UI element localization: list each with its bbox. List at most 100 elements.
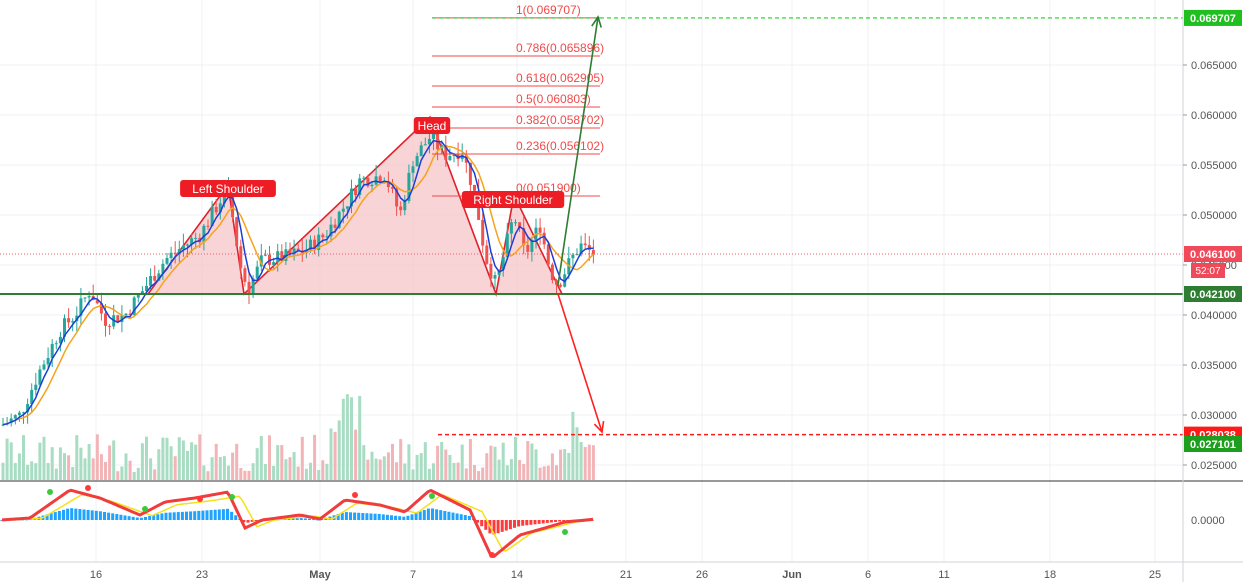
volume-bar-118: [485, 453, 489, 480]
candle-body-96: [395, 188, 399, 207]
x-tick-label-8: 6: [865, 569, 871, 581]
osc-hist-79: [324, 517, 328, 520]
volume-bar-70: [288, 457, 292, 480]
fib-label-4: 0.382(0.058702): [516, 113, 604, 127]
candle-body-118: [485, 245, 489, 264]
osc-hist-22: [90, 510, 94, 520]
volume-bar-80: [329, 428, 333, 480]
candle-body-12: [50, 343, 54, 358]
candle-body-63: [259, 255, 263, 267]
osc-hist-61: [250, 520, 254, 522]
osc-hist-14: [57, 510, 61, 520]
candle-body-8: [34, 384, 38, 390]
candle-body-115: [473, 184, 476, 191]
osc-hist-21: [86, 509, 90, 520]
volume-bar-42: [173, 456, 177, 480]
candle-body-119: [489, 263, 493, 279]
candle-body-28: [116, 315, 120, 323]
volume-bar-35: [145, 436, 148, 480]
candle-body-66: [272, 262, 276, 265]
candle-body-61: [251, 278, 255, 294]
osc-hist-112: [459, 514, 463, 520]
osc-hist-135: [554, 520, 557, 522]
osc-hist-113: [463, 515, 467, 520]
candle-body-133: [546, 244, 550, 265]
osc-hist-117: [480, 520, 484, 527]
candle-body-123: [505, 233, 509, 257]
osc-hist-13: [53, 512, 57, 520]
x-tick-label-10: 18: [1044, 569, 1056, 581]
volume-bar-77: [317, 470, 321, 480]
volume-bar-59: [243, 470, 247, 480]
candle-body-0: [1, 424, 5, 426]
volume-bar-101: [415, 454, 419, 480]
osc-hist-74: [303, 518, 307, 520]
osc-hist-107: [439, 510, 443, 520]
osc-hist-71: [291, 518, 295, 520]
volume-bar-22: [91, 458, 95, 480]
volume-bar-144: [591, 445, 595, 480]
volume-bar-25: [104, 461, 107, 480]
y-tick-label-7: 0.030000: [1191, 410, 1237, 422]
osc-hist-99: [406, 515, 410, 520]
osc-hist-20: [82, 509, 86, 520]
candle-body-50: [206, 225, 210, 227]
osc-hist-109: [447, 511, 451, 520]
volume-bar-78: [321, 460, 325, 480]
candle-body-88: [362, 177, 366, 179]
volume-bar-127: [522, 464, 526, 480]
volume-bar-104: [427, 468, 431, 480]
volume-bar-0: [1, 462, 5, 480]
candle-body-140: [575, 254, 579, 256]
candle-body-15: [63, 318, 66, 337]
candle-body-110: [452, 154, 456, 157]
candle-body-141: [579, 243, 583, 255]
volume-bar-122: [501, 442, 505, 480]
osc-hist-53: [217, 509, 221, 520]
osc-hist-60: [246, 520, 250, 523]
volume-bar-47: [194, 444, 198, 480]
candle-body-98: [403, 200, 407, 211]
osc-hist-31: [127, 516, 131, 520]
volume-bar-132: [542, 466, 546, 480]
left-shoulder-label: Left Shoulder: [192, 182, 263, 196]
osc-hist-30: [123, 515, 127, 520]
price-badge-label-volume-level: 0.027101: [1190, 439, 1236, 451]
osc-dot-7: [489, 552, 495, 558]
volume-bar-112: [460, 444, 464, 480]
arrow-up-shaft: [557, 16, 599, 286]
candle-body-132: [542, 232, 546, 245]
osc-hist-101: [414, 512, 418, 520]
candle-body-33: [136, 294, 140, 298]
volume-bar-135: [555, 465, 558, 480]
osc-hist-88: [361, 513, 365, 520]
volume-bar-9: [38, 442, 42, 480]
volume-bar-75: [309, 462, 312, 480]
price-badge-label-neckline: 0.042100: [1190, 289, 1236, 301]
osc-hist-120: [492, 520, 496, 535]
head-label: Head: [418, 119, 447, 133]
volume-bar-120: [493, 446, 497, 480]
osc-hist-24: [98, 511, 102, 520]
osc-hist-25: [103, 511, 106, 520]
candle-body-31: [128, 313, 132, 315]
candle-body-102: [419, 145, 423, 157]
price-badge-label-current-price: 0.046100: [1190, 249, 1236, 261]
osc-hist-16: [66, 508, 70, 520]
osc-hist-51: [209, 510, 213, 520]
fib-label-3: 0.5(0.060803): [516, 92, 591, 106]
osc-hist-94: [385, 514, 389, 520]
volume-bar-53: [218, 456, 222, 480]
volume-bar-107: [440, 441, 444, 480]
volume-bar-40: [165, 437, 169, 480]
osc-hist-95: [390, 515, 393, 520]
candle-body-135: [555, 280, 558, 285]
y-tick-label-1: 0.060000: [1191, 110, 1237, 122]
volume-bar-95: [391, 443, 394, 480]
candle-body-47: [194, 237, 198, 239]
volume-bar-33: [136, 467, 140, 480]
volume-bar-1: [5, 438, 9, 480]
volume-bar-38: [157, 449, 161, 480]
